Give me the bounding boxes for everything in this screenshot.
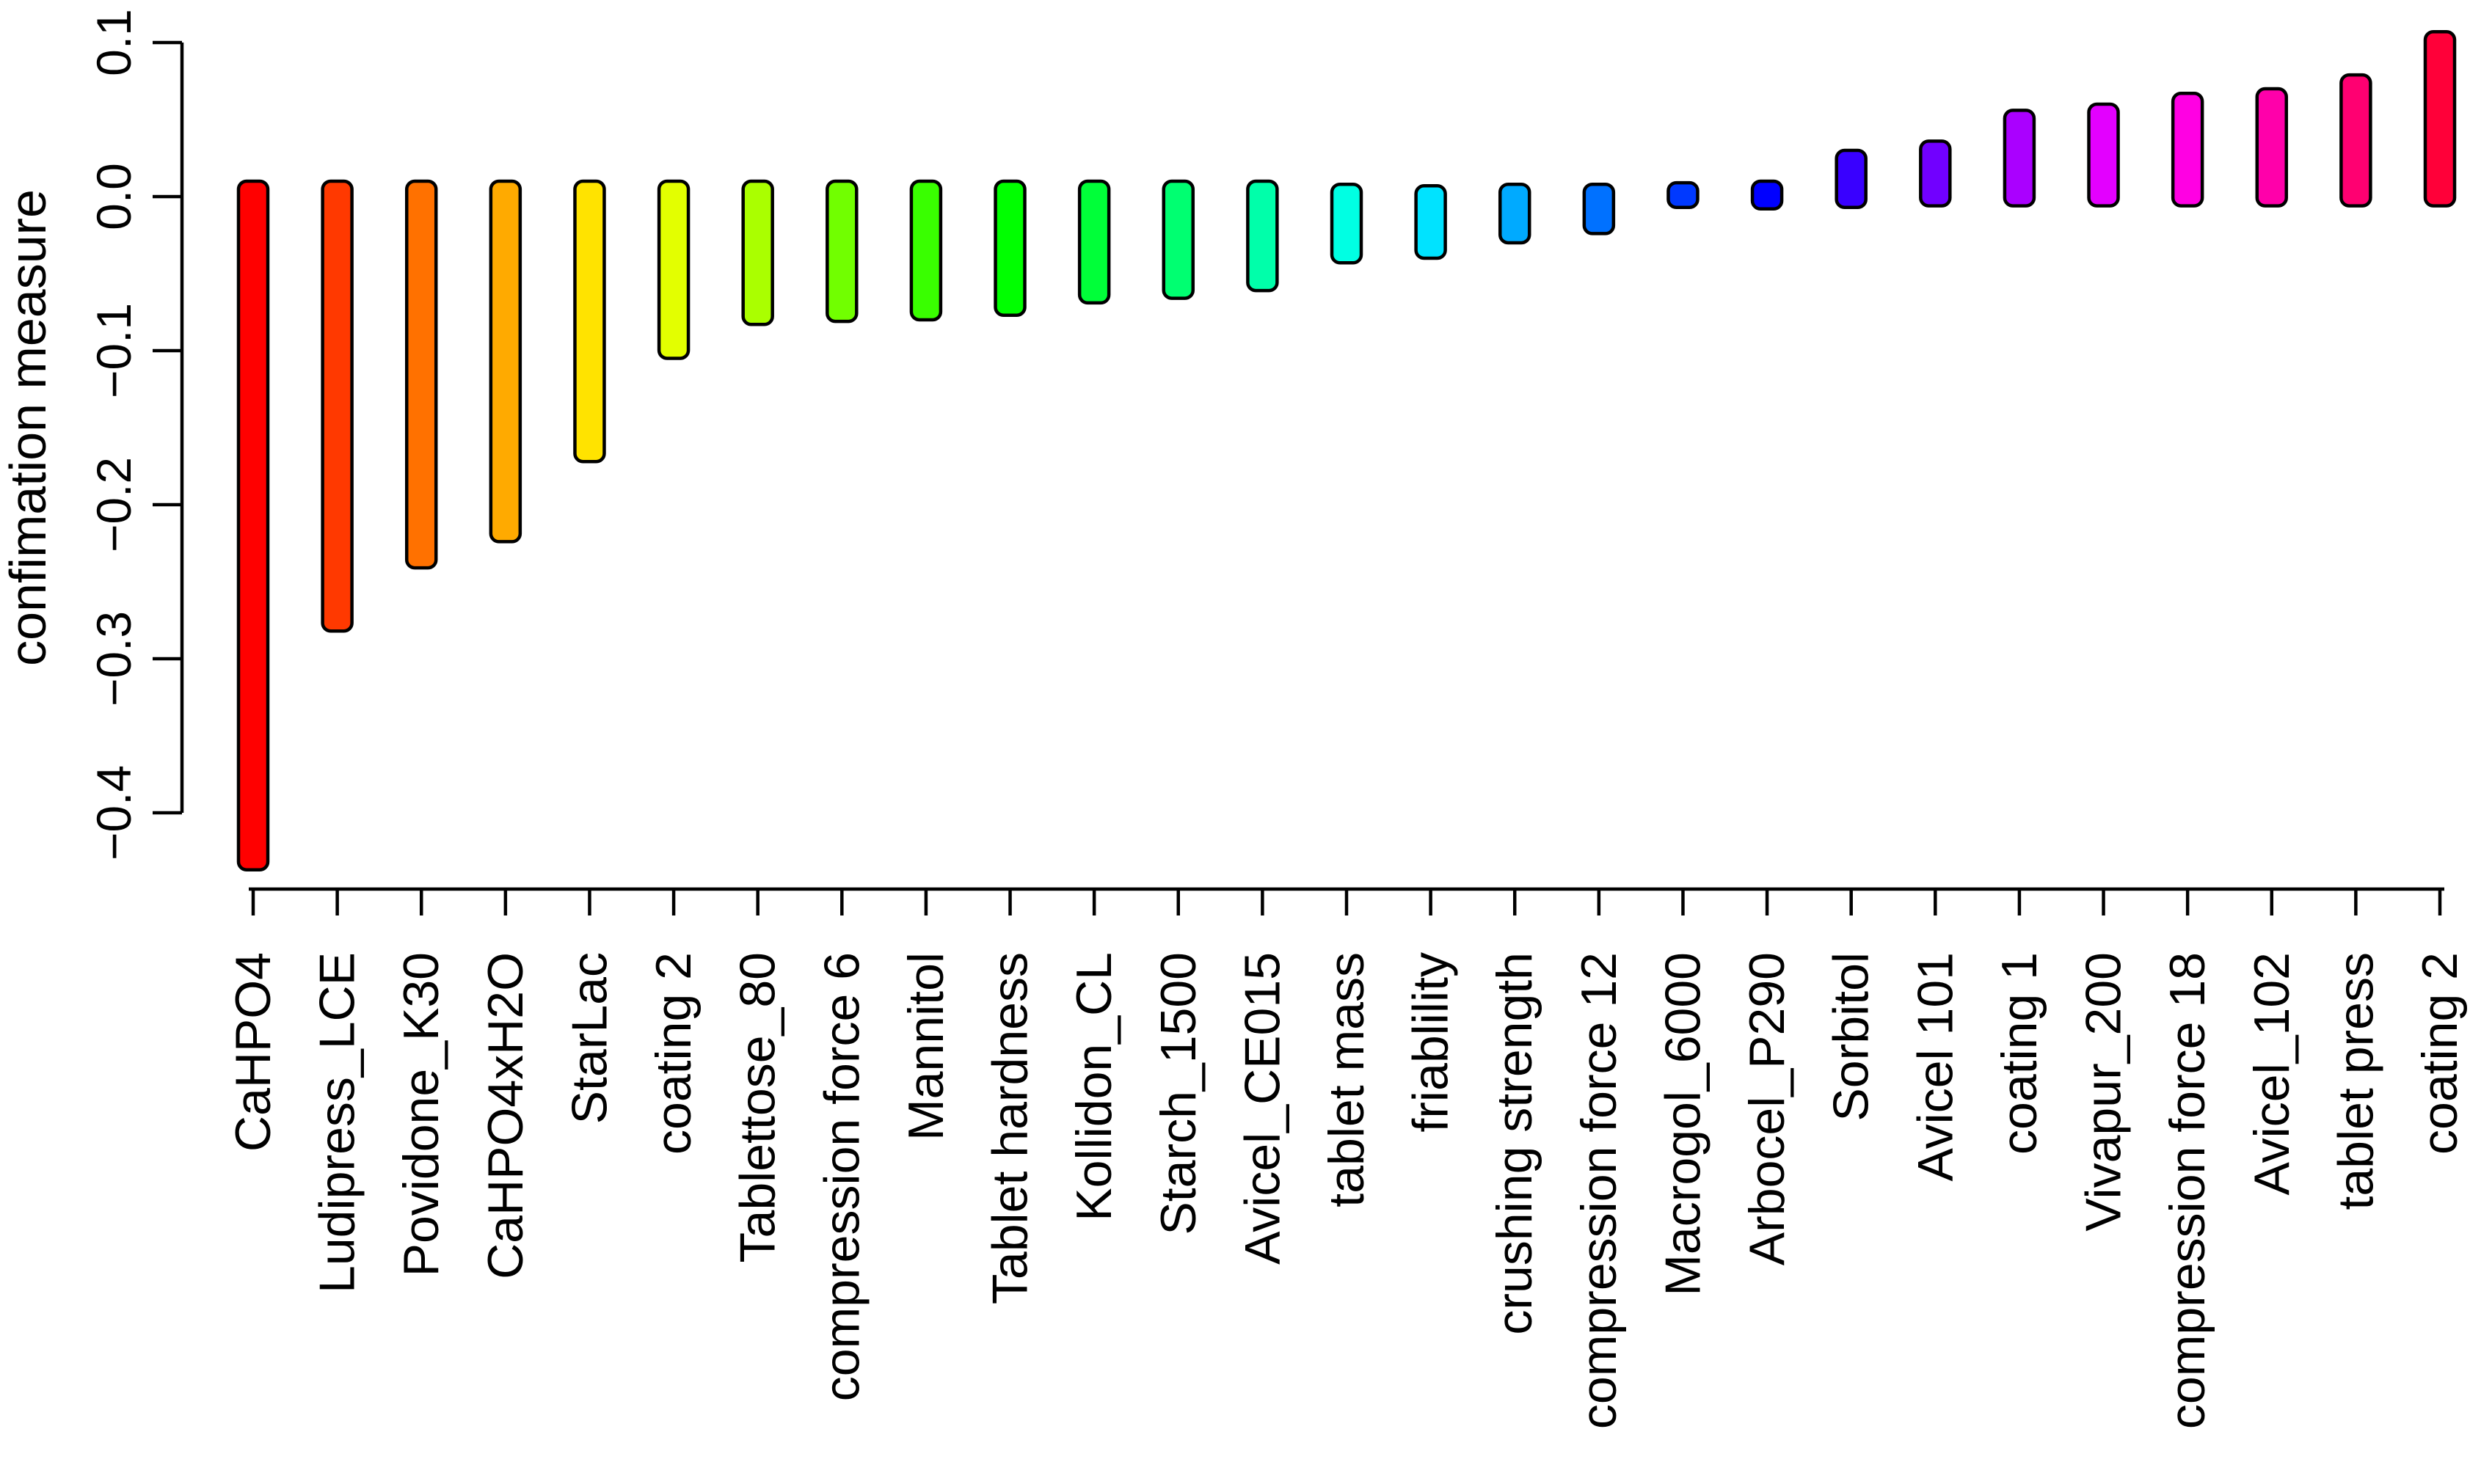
y-tick-label: −0.2 [87, 457, 141, 552]
category-label: compression force 6 [814, 952, 870, 1401]
category-label: Ludipress_LCE [310, 952, 365, 1293]
bar [1919, 139, 1952, 208]
category-label: Avicel_CE015 [1234, 952, 1290, 1265]
category-label: CaHPO4xH2O [478, 952, 533, 1279]
bar [1330, 182, 1363, 265]
bar [2339, 73, 2372, 208]
bar [1750, 179, 1784, 211]
category-label: StarLac [561, 952, 617, 1124]
category-label: tablet mass [1319, 952, 1374, 1207]
bar [994, 179, 1027, 317]
bar [1666, 180, 1700, 209]
category-label: Macrogol_6000 [1655, 952, 1711, 1296]
category-label: coating 1 [1992, 952, 2047, 1155]
bar [1414, 184, 1447, 260]
y-tick-label: −0.4 [87, 765, 141, 860]
y-tick-label: −0.3 [87, 611, 141, 706]
category-label: Tablettose_80 [730, 952, 786, 1262]
bar [1498, 182, 1531, 245]
bar [321, 179, 354, 633]
category-label: Tablet hardness [983, 952, 1038, 1304]
bar [657, 179, 691, 360]
y-tick-label: 0.0 [87, 163, 141, 230]
bar [2423, 30, 2457, 208]
category-label: CaHPO4 [225, 952, 281, 1152]
category-label: friablility [1403, 952, 1459, 1133]
category-label: Arbocel_P290 [1739, 952, 1795, 1265]
category-label: coating 2 [646, 952, 702, 1155]
y-tick-label: −0.1 [87, 303, 141, 398]
bar [1077, 179, 1111, 305]
category-label: Povidone_K30 [393, 952, 449, 1276]
category-label: Kollidon_CL [1066, 952, 1122, 1221]
bar [1582, 182, 1616, 235]
bar [573, 179, 606, 464]
bar [236, 179, 270, 871]
y-tick-label: 0.1 [87, 9, 141, 76]
bar [909, 179, 943, 322]
category-label: compression force 18 [2160, 952, 2215, 1429]
category-label: compression force 12 [1571, 952, 1627, 1429]
bar [1246, 179, 1279, 293]
bar [1162, 179, 1195, 300]
bar [2255, 87, 2289, 208]
bar [1835, 148, 1868, 209]
bar [826, 179, 859, 324]
category-label: Sorbitol [1824, 952, 1879, 1122]
category-label: Starch_1500 [1151, 952, 1206, 1235]
bar [2171, 92, 2204, 208]
category-label: Mannitol [898, 952, 954, 1141]
category-label: Avicel_102 [2244, 952, 2300, 1195]
y-axis-title: confimation measure [0, 189, 57, 666]
bar [404, 179, 438, 570]
bar [2003, 109, 2036, 208]
category-label: Vivapur_200 [2076, 952, 2132, 1232]
category-label: tablet press [2328, 952, 2383, 1210]
category-label: crushing strength [1487, 952, 1542, 1335]
bar [2087, 102, 2120, 208]
category-label: coating 2 [2412, 952, 2468, 1155]
category-label: Avicel 101 [1907, 952, 1963, 1182]
bar [489, 179, 522, 544]
bar [741, 179, 774, 326]
